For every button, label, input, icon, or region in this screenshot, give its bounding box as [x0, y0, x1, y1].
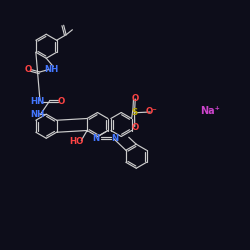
Text: N: N [93, 134, 100, 143]
Text: O: O [132, 94, 139, 103]
Text: NH: NH [44, 65, 59, 74]
Text: O⁻: O⁻ [146, 108, 158, 116]
Text: HN: HN [30, 97, 44, 106]
Text: Na⁺: Na⁺ [200, 106, 220, 116]
Text: N: N [111, 134, 118, 143]
Text: O: O [24, 65, 32, 74]
Text: HO: HO [69, 138, 84, 146]
Text: O: O [131, 123, 138, 132]
Text: S: S [132, 108, 138, 117]
Text: NH: NH [30, 110, 44, 119]
Text: O: O [57, 97, 64, 106]
